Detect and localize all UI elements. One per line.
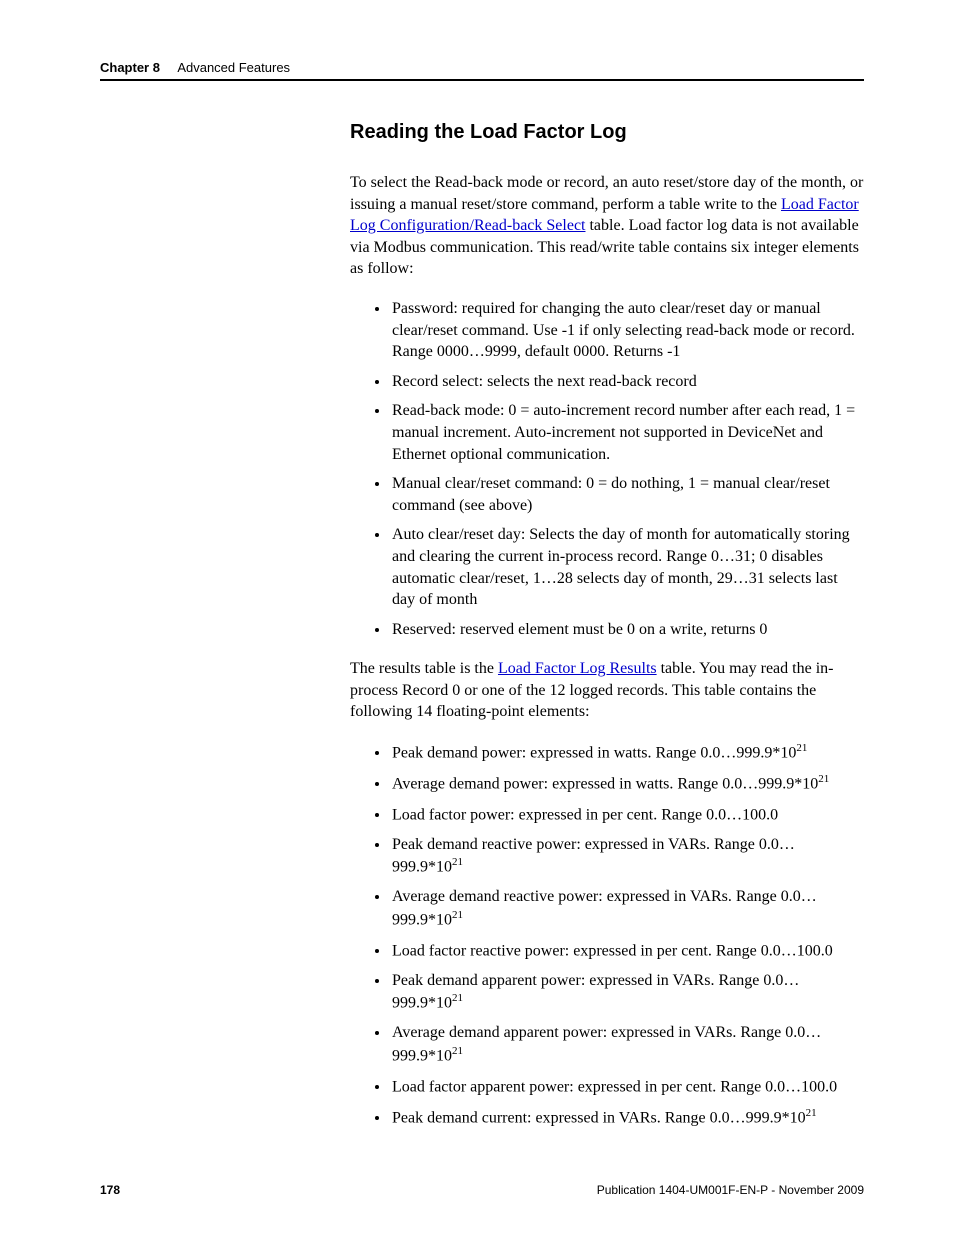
list-item: Peak demand reactive power: expressed in… <box>390 834 864 879</box>
list-item: Reserved: reserved element must be 0 on … <box>390 619 864 641</box>
content-column: Reading the Load Factor Log To select th… <box>350 121 864 1129</box>
li-text: Peak demand current: expressed in VARs. … <box>392 1109 806 1126</box>
intro-paragraph: To select the Read-back mode or record, … <box>350 172 864 280</box>
list-item: Average demand reactive power: expressed… <box>390 886 864 931</box>
list-item: Average demand apparent power: expressed… <box>390 1022 864 1067</box>
header-rule <box>100 79 864 81</box>
publication-info: Publication 1404-UM001F-EN-P - November … <box>597 1183 864 1197</box>
li-sup: 21 <box>452 1045 463 1057</box>
li-text: Average demand power: expressed in watts… <box>392 775 818 792</box>
config-elements-list: Password: required for changing the auto… <box>350 298 864 640</box>
list-item: Load factor power: expressed in per cent… <box>390 803 864 826</box>
list-item: Record select: selects the next read-bac… <box>390 371 864 393</box>
list-item: Manual clear/reset command: 0 = do nothi… <box>390 473 864 516</box>
list-item: Read-back mode: 0 = auto-increment recor… <box>390 400 864 465</box>
page-footer: 178 Publication 1404-UM001F-EN-P - Novem… <box>100 1183 864 1197</box>
list-item: Peak demand current: expressed in VARs. … <box>390 1106 864 1129</box>
li-text: Load factor power: expressed in per cent… <box>392 806 778 823</box>
list-item: Load factor reactive power: expressed in… <box>390 939 864 962</box>
page: Chapter 8 Advanced Features Reading the … <box>0 0 954 1235</box>
chapter-label: Chapter 8 <box>100 60 160 75</box>
list-item: Peak demand apparent power: expressed in… <box>390 970 864 1015</box>
li-text: Load factor apparent power: expressed in… <box>392 1078 837 1095</box>
list-item: Auto clear/reset day: Selects the day of… <box>390 524 864 610</box>
list-item: Load factor apparent power: expressed in… <box>390 1075 864 1098</box>
results-elements-list: Peak demand power: expressed in watts. R… <box>350 741 864 1129</box>
list-item: Average demand power: expressed in watts… <box>390 772 864 795</box>
li-sup: 21 <box>796 742 807 754</box>
li-text: Load factor reactive power: expressed in… <box>392 942 833 959</box>
section-heading: Reading the Load Factor Log <box>350 121 864 144</box>
page-number: 178 <box>100 1183 120 1197</box>
list-item: Peak demand power: expressed in watts. R… <box>390 741 864 764</box>
li-sup: 21 <box>806 1107 817 1119</box>
li-text: Peak demand power: expressed in watts. R… <box>392 744 796 761</box>
chapter-title: Advanced Features <box>177 60 290 75</box>
mid-pre: The results table is the <box>350 660 498 677</box>
results-link[interactable]: Load Factor Log Results <box>498 660 657 677</box>
li-sup: 21 <box>452 992 463 1004</box>
li-sup: 21 <box>452 909 463 921</box>
li-sup: 21 <box>452 856 463 868</box>
li-sup: 21 <box>818 773 829 785</box>
running-header: Chapter 8 Advanced Features <box>100 60 864 75</box>
mid-paragraph: The results table is the Load Factor Log… <box>350 658 864 723</box>
list-item: Password: required for changing the auto… <box>390 298 864 363</box>
